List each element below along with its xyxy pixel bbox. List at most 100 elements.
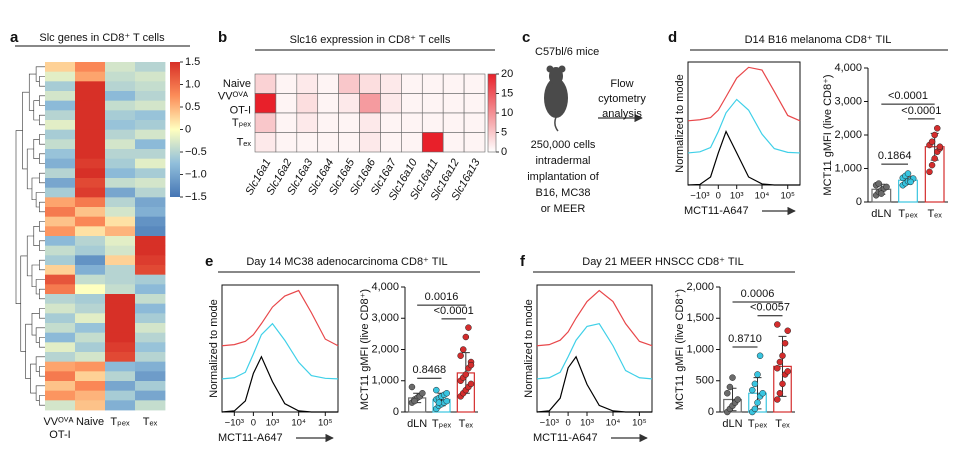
heatmap-cell bbox=[105, 129, 136, 140]
heatmap-cell bbox=[75, 110, 106, 121]
dendrogram bbox=[33, 226, 40, 246]
dendrogram bbox=[26, 235, 34, 277]
heatmap-cell bbox=[135, 352, 166, 363]
heatmap-cell bbox=[135, 371, 166, 382]
heatmap-cell bbox=[135, 390, 166, 401]
data-point bbox=[934, 125, 941, 132]
data-point bbox=[931, 131, 938, 139]
heatmap-cell bbox=[75, 100, 106, 111]
dendrogram bbox=[39, 259, 45, 271]
panel-title: Day 21 MEER HNSCC CD8⁺ TIL bbox=[582, 256, 743, 268]
data-point bbox=[457, 352, 464, 359]
colorbar-tick-label: 0 bbox=[185, 123, 191, 135]
heatmap-cell bbox=[105, 284, 136, 295]
heatmap-cell bbox=[105, 342, 136, 353]
data-point bbox=[749, 386, 756, 394]
heatmap-cell bbox=[359, 73, 381, 94]
row-label: Naive bbox=[223, 78, 251, 90]
heatmap-cell bbox=[135, 226, 166, 237]
x-axis-label: MCT11-A647 bbox=[684, 205, 749, 217]
data-point bbox=[776, 390, 784, 397]
heatmap-cell bbox=[338, 112, 360, 133]
heatmap-cell bbox=[45, 371, 76, 382]
heatmap-cell bbox=[75, 81, 106, 92]
heatmap-cell bbox=[254, 112, 277, 133]
y-tick-label: 3,000 bbox=[834, 95, 862, 107]
colorbar-tick-label: 15 bbox=[501, 87, 513, 99]
dendrogram bbox=[39, 201, 45, 213]
heatmap-cell bbox=[105, 313, 136, 324]
p-value: 0.0016 bbox=[425, 291, 459, 303]
heatmap-cell bbox=[75, 313, 106, 324]
heatmap-cell bbox=[75, 129, 106, 140]
heatmap-cell bbox=[135, 361, 166, 372]
heatmap-cell bbox=[105, 226, 136, 237]
mouse-icon bbox=[544, 65, 568, 132]
y-tick-label: 0 bbox=[393, 406, 399, 418]
panel-title: Day 14 MC38 adenocarcinoma CD8⁺ TIL bbox=[246, 256, 447, 268]
heatmap-cell bbox=[463, 73, 486, 94]
heatmap-cell bbox=[75, 381, 106, 392]
panel-title: Slc genes in CD8⁺ T cells bbox=[39, 32, 165, 44]
heatmap-cell bbox=[45, 313, 76, 324]
dendrogram bbox=[31, 264, 40, 288]
y-tick-label: 2,000 bbox=[834, 129, 862, 141]
heatmap-cell bbox=[135, 139, 166, 150]
dendrogram bbox=[39, 240, 45, 251]
x-tick-label: 10⁵ bbox=[780, 191, 795, 202]
heatmap-cell bbox=[135, 129, 166, 140]
dendrogram bbox=[39, 366, 45, 377]
heatmap-cell bbox=[135, 178, 166, 189]
x-tick-label: Tₑₓ bbox=[459, 418, 474, 430]
x-tick-label: −10³ bbox=[540, 418, 559, 429]
x-axis-label: MCT11-A647 bbox=[533, 432, 598, 444]
heatmap-cell bbox=[45, 361, 76, 372]
heatmap-cell bbox=[135, 197, 166, 208]
heatmap-cell bbox=[75, 361, 106, 372]
histogram-curve bbox=[687, 98, 801, 154]
y-axis-label: Normalized to mode bbox=[208, 299, 220, 397]
heatmap-cell bbox=[45, 139, 76, 150]
p-value: <0.0057 bbox=[750, 302, 790, 314]
x-tick-label: 0 bbox=[716, 191, 721, 202]
heatmap-cell bbox=[75, 139, 106, 150]
heatmap-cell bbox=[75, 284, 106, 295]
dendrogram bbox=[39, 114, 45, 126]
heatmap-cell bbox=[75, 323, 106, 334]
data-point bbox=[462, 371, 470, 378]
heatmap-cell bbox=[75, 352, 106, 363]
heatmap-cell bbox=[105, 371, 136, 382]
data-point bbox=[408, 383, 416, 391]
heatmap-cell bbox=[296, 73, 319, 94]
heatmap-cell bbox=[254, 132, 277, 153]
data-point bbox=[784, 368, 791, 375]
implant-line: or MEER bbox=[541, 203, 586, 215]
heatmap-cell bbox=[45, 81, 76, 92]
colorbar-tick-label: −1.0 bbox=[185, 168, 207, 180]
heatmap-cell bbox=[75, 265, 106, 276]
heatmap-cell bbox=[421, 93, 444, 114]
dendrogram bbox=[39, 221, 45, 232]
heatmap-cell bbox=[135, 274, 166, 285]
panel-title: D14 B16 melanoma CD8⁺ TIL bbox=[745, 34, 892, 46]
heatmap-cell bbox=[105, 361, 136, 372]
heatmap-cell bbox=[401, 132, 423, 153]
heatmap-cell bbox=[105, 332, 136, 343]
heatmap-cell bbox=[45, 71, 76, 82]
colorbar-tick-label: 5 bbox=[501, 126, 507, 138]
data-point bbox=[443, 397, 450, 405]
histogram-curve bbox=[687, 130, 800, 186]
dendrogram bbox=[39, 308, 45, 319]
heatmap-cell bbox=[135, 110, 166, 121]
heatmap-cell bbox=[75, 120, 106, 131]
x-tick-label: −10³ bbox=[690, 191, 709, 202]
heatmap-cell bbox=[45, 255, 76, 266]
heatmap-cell bbox=[135, 332, 166, 343]
data-point bbox=[754, 371, 761, 378]
panel-label: a bbox=[10, 29, 19, 46]
colorbar-tick-label: 10 bbox=[501, 107, 513, 119]
heatmap-cell bbox=[105, 255, 136, 266]
heatmap-cell bbox=[105, 323, 136, 334]
heatmap-cell bbox=[45, 245, 76, 256]
heatmap-cell bbox=[359, 132, 381, 153]
